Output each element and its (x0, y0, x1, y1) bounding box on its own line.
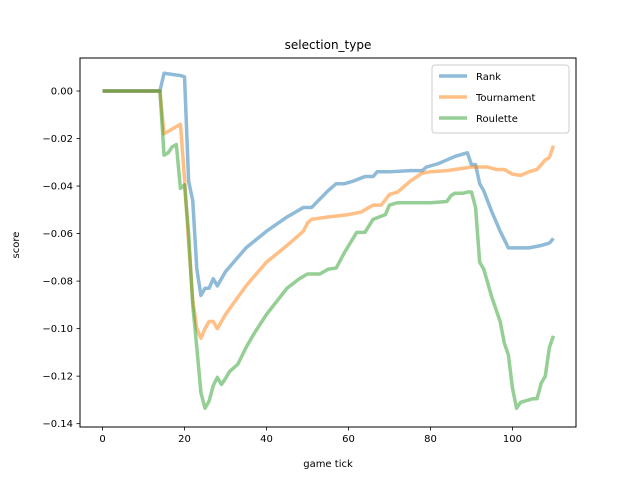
legend-label: Rank (476, 72, 501, 83)
ticks: 0 20 40 60 80 100 0.00 −0.02 −0.04 −0.06 −0.08 −0.1… (42, 87, 522, 445)
x-tick-label: 100 (503, 434, 522, 445)
y-tick-label: −0.14 (42, 419, 73, 430)
series-line-roulette (102, 89, 556, 410)
chart-title: selection_type (285, 38, 372, 52)
y-tick-label: −0.12 (42, 372, 73, 383)
x-tick-label: 60 (342, 434, 355, 445)
y-tick-label: 0.00 (51, 87, 73, 98)
y-tick-label: −0.02 (42, 134, 73, 145)
x-tick-label: 20 (178, 434, 191, 445)
y-tick-label: −0.08 (42, 277, 73, 288)
y-tick-label: −0.10 (42, 324, 73, 335)
x-tick-label: 40 (260, 434, 273, 445)
y-axis-label: score (11, 232, 22, 259)
y-tick-label: −0.06 (42, 229, 73, 240)
legend-label: Roulette (476, 114, 518, 125)
x-tick-label: 0 (99, 434, 105, 445)
plot-lines (102, 71, 556, 410)
axes (79, 57, 577, 428)
x-axis-label: game tick (303, 459, 353, 470)
series-line-rank (102, 71, 555, 298)
legend-label: Tournament (475, 93, 535, 104)
legend: Rank Tournament Roulette (431, 64, 570, 134)
legend-box (431, 64, 570, 134)
x-tick-label: 80 (424, 434, 437, 445)
plot-frame (79, 57, 577, 428)
y-tick-label: −0.04 (42, 182, 73, 193)
